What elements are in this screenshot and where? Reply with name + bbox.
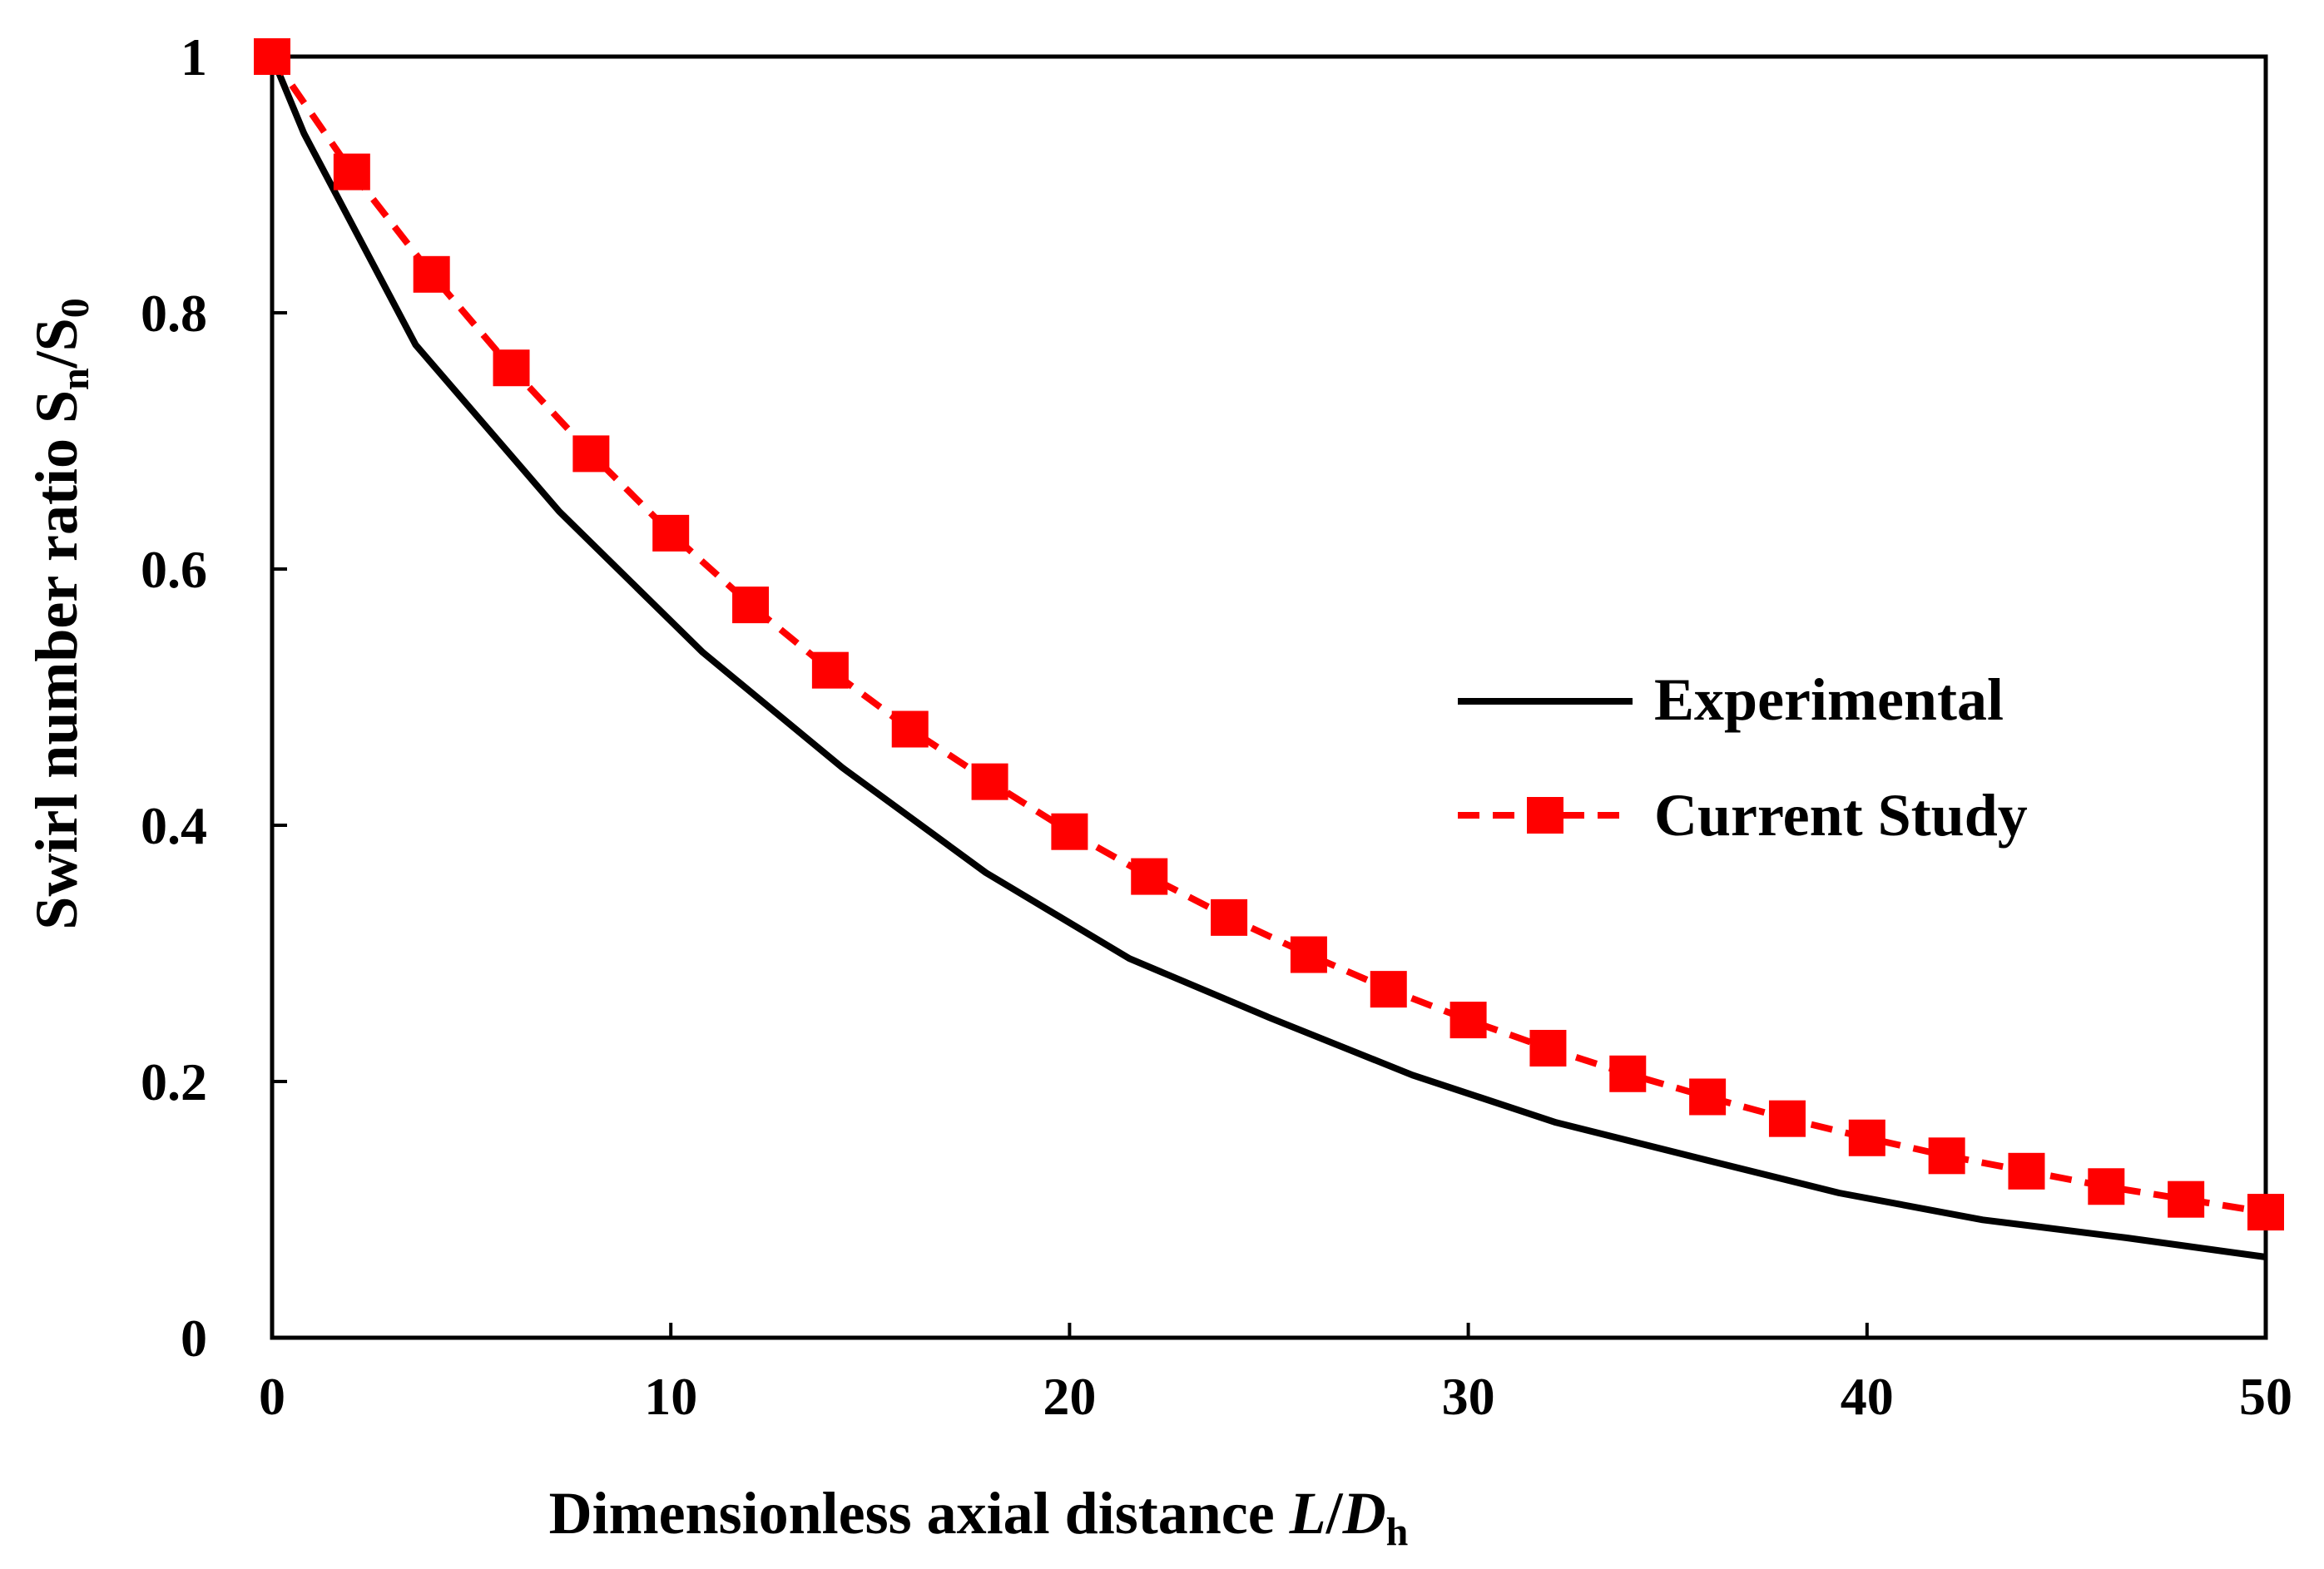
data-point-marker [1370,971,1407,1008]
data-point-marker [1848,1119,1885,1156]
series-layer [254,38,2284,1260]
legend-label-experimental: Experimental [1654,666,2004,733]
legend: Experimental Current Study [1458,666,2028,849]
data-point-marker [652,514,690,552]
data-point-marker [1131,858,1168,895]
x-tick-label: 50 [2239,1367,2292,1426]
data-point-marker [254,38,290,75]
y-tick-labels: 0 0.2 0.4 0.6 0.8 1 [141,27,207,1368]
data-point-marker [2168,1180,2205,1218]
y-axis-title: Swirl number ratio Sn/S0 [23,298,97,929]
x-tick-label: 20 [1043,1367,1096,1426]
x-tick-labels: 0 10 20 30 40 50 [259,1367,2292,1426]
data-point-marker [1928,1137,1965,1175]
x-tick-label: 30 [1442,1367,1495,1426]
series-line-experimental [269,55,2267,1260]
data-point-marker [1768,1100,1806,1137]
y-tick-label: 0.8 [141,284,207,343]
y-tick-label: 0.2 [141,1052,207,1111]
data-point-marker [493,349,530,387]
y-tick-label: 0.4 [141,796,207,855]
data-point-marker [1290,936,1327,973]
legend-label-current-study: Current Study [1654,782,2028,849]
data-point-marker [413,255,450,293]
data-point-marker [572,435,610,473]
legend-marker-current-study [1527,797,1563,834]
y-tick-label: 0 [181,1309,207,1368]
data-point-marker [811,651,849,689]
data-point-marker [2008,1152,2045,1190]
data-point-marker [1051,813,1088,850]
data-point-marker [333,153,370,191]
data-point-marker [1689,1078,1727,1116]
y-tick-label: 0.6 [141,540,207,599]
x-tick-label: 40 [1841,1367,1894,1426]
x-tick-label: 10 [644,1367,697,1426]
data-point-marker [891,710,929,748]
y-tick-label: 1 [181,27,207,87]
series-line-current-study [269,54,2267,1216]
data-point-marker [2247,1194,2284,1231]
data-point-marker [1529,1029,1567,1067]
data-point-marker [971,763,1008,800]
x-axis-title: Dimensionless axial distance L/Dh [549,1480,1409,1554]
data-point-marker [1211,898,1248,936]
data-point-marker [732,587,770,624]
data-point-marker [1449,1002,1487,1039]
x-tick-label: 0 [259,1367,285,1426]
data-point-marker [1609,1055,1647,1092]
data-point-marker [2088,1168,2125,1205]
plot-area-frame [270,54,2268,1340]
